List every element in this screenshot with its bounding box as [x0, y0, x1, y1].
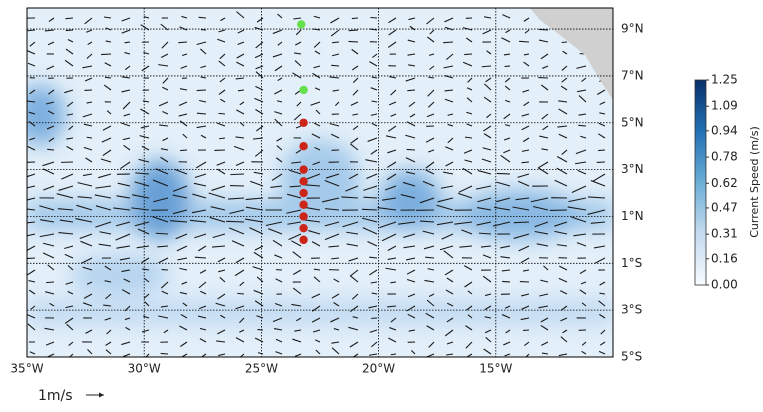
vector-arrow: [539, 29, 548, 30]
station-marker: [299, 177, 307, 185]
vector-arrow: [362, 209, 377, 210]
vector-arrow: [226, 221, 244, 222]
y-tick-label: 3°S: [621, 303, 642, 317]
vector-arrow: [180, 150, 187, 151]
colorbar-tick-label: 0.47: [711, 200, 738, 214]
vector-arrow: [314, 269, 320, 270]
colorbar-ticks: 0.00 0.16 0.31 0.47 0.62 0.78 0.94 1.09 1.25: [706, 73, 738, 292]
vector-arrow: [66, 30, 73, 31]
vector-arrow: [562, 42, 567, 43]
vector-arrow: [349, 30, 358, 31]
vector-arrow: [348, 41, 358, 42]
station-marker: [299, 165, 307, 173]
x-tick-label: 25°W: [245, 362, 278, 376]
y-tick-label: 5°S: [621, 350, 642, 364]
x-tick-label: 35°W: [10, 362, 43, 376]
station-marker: [299, 212, 307, 220]
station-marker: [299, 201, 307, 209]
vector-arrow: [219, 113, 225, 114]
y-tick-label: 1°N: [621, 209, 644, 223]
y-tick-label: 7°N: [621, 68, 644, 82]
vector-arrow: [47, 149, 54, 150]
vector-arrow: [598, 150, 605, 151]
vector-arrow: [161, 353, 168, 354]
vector-arrow: [502, 281, 510, 282]
y-tick-label: 5°N: [621, 115, 644, 129]
colorbar-tick-label: 0.78: [711, 150, 738, 164]
station-marker: [299, 224, 307, 232]
vector-arrow: [101, 54, 111, 55]
vector-arrow: [65, 18, 73, 19]
station-marker: [299, 119, 307, 127]
reference-label: 1m/s: [38, 388, 73, 404]
vector-arrow: [105, 77, 111, 78]
vector-arrow: [599, 293, 605, 294]
vector-arrow: [46, 282, 54, 283]
vector-arrow: [497, 173, 510, 174]
vector-arrow: [237, 293, 244, 294]
colorbar: [695, 80, 706, 285]
vector-arrow: [238, 90, 244, 91]
station-marker: [299, 189, 307, 197]
vector-arrow: [505, 66, 510, 67]
map-area: [15, 8, 613, 360]
colorbar-tick-label: 1.25: [711, 73, 738, 87]
vector-arrow: [407, 149, 415, 150]
vector-arrow: [370, 17, 377, 18]
vector-arrow: [87, 137, 92, 138]
vector-arrow: [332, 42, 339, 43]
y-tick-label: 1°S: [621, 256, 642, 270]
reference-arrow: [86, 393, 104, 398]
vector-arrow: [514, 222, 529, 223]
colorbar-tick-label: 0.62: [711, 176, 738, 190]
station-marker: [297, 20, 305, 28]
vector-arrow: [464, 54, 472, 55]
vector-arrow: [199, 17, 206, 18]
x-tick-label: 30°W: [128, 362, 161, 376]
colorbar-tick-label: 0.16: [711, 251, 738, 265]
vector-arrow: [331, 65, 339, 66]
vector-arrow: [178, 42, 187, 43]
x-tick-label: 15°W: [479, 362, 512, 376]
vector-arrow: [197, 90, 206, 91]
vector-arrow: [156, 233, 168, 234]
vector-arrow: [482, 66, 491, 67]
vector-arrow: [407, 90, 415, 91]
vector-arrow: [219, 138, 225, 139]
vector-arrow: [230, 174, 244, 175]
x-tick-label: 20°W: [362, 362, 395, 376]
vector-arrow: [519, 41, 529, 42]
station-marker: [299, 236, 307, 244]
vector-arrow: [391, 354, 396, 355]
vector-arrow: [578, 125, 586, 126]
vector-arrow: [443, 42, 453, 43]
colorbar-tick-label: 0.00: [711, 278, 738, 292]
colorbar-tick-label: 1.09: [711, 99, 738, 113]
vector-arrow: [390, 282, 396, 283]
station-marker: [299, 142, 307, 150]
colorbar-label: Current Speed (m/s): [748, 126, 761, 238]
vector-arrow: [28, 30, 35, 31]
station-marker: [299, 86, 307, 94]
vector-arrow: [522, 162, 529, 163]
vector-arrow: [352, 18, 358, 19]
colorbar-tick-label: 0.94: [711, 123, 738, 137]
y-tick-label: 9°N: [621, 22, 644, 36]
colorbar-tick-label: 0.31: [711, 227, 738, 241]
y-tick-label: 3°N: [621, 162, 644, 176]
